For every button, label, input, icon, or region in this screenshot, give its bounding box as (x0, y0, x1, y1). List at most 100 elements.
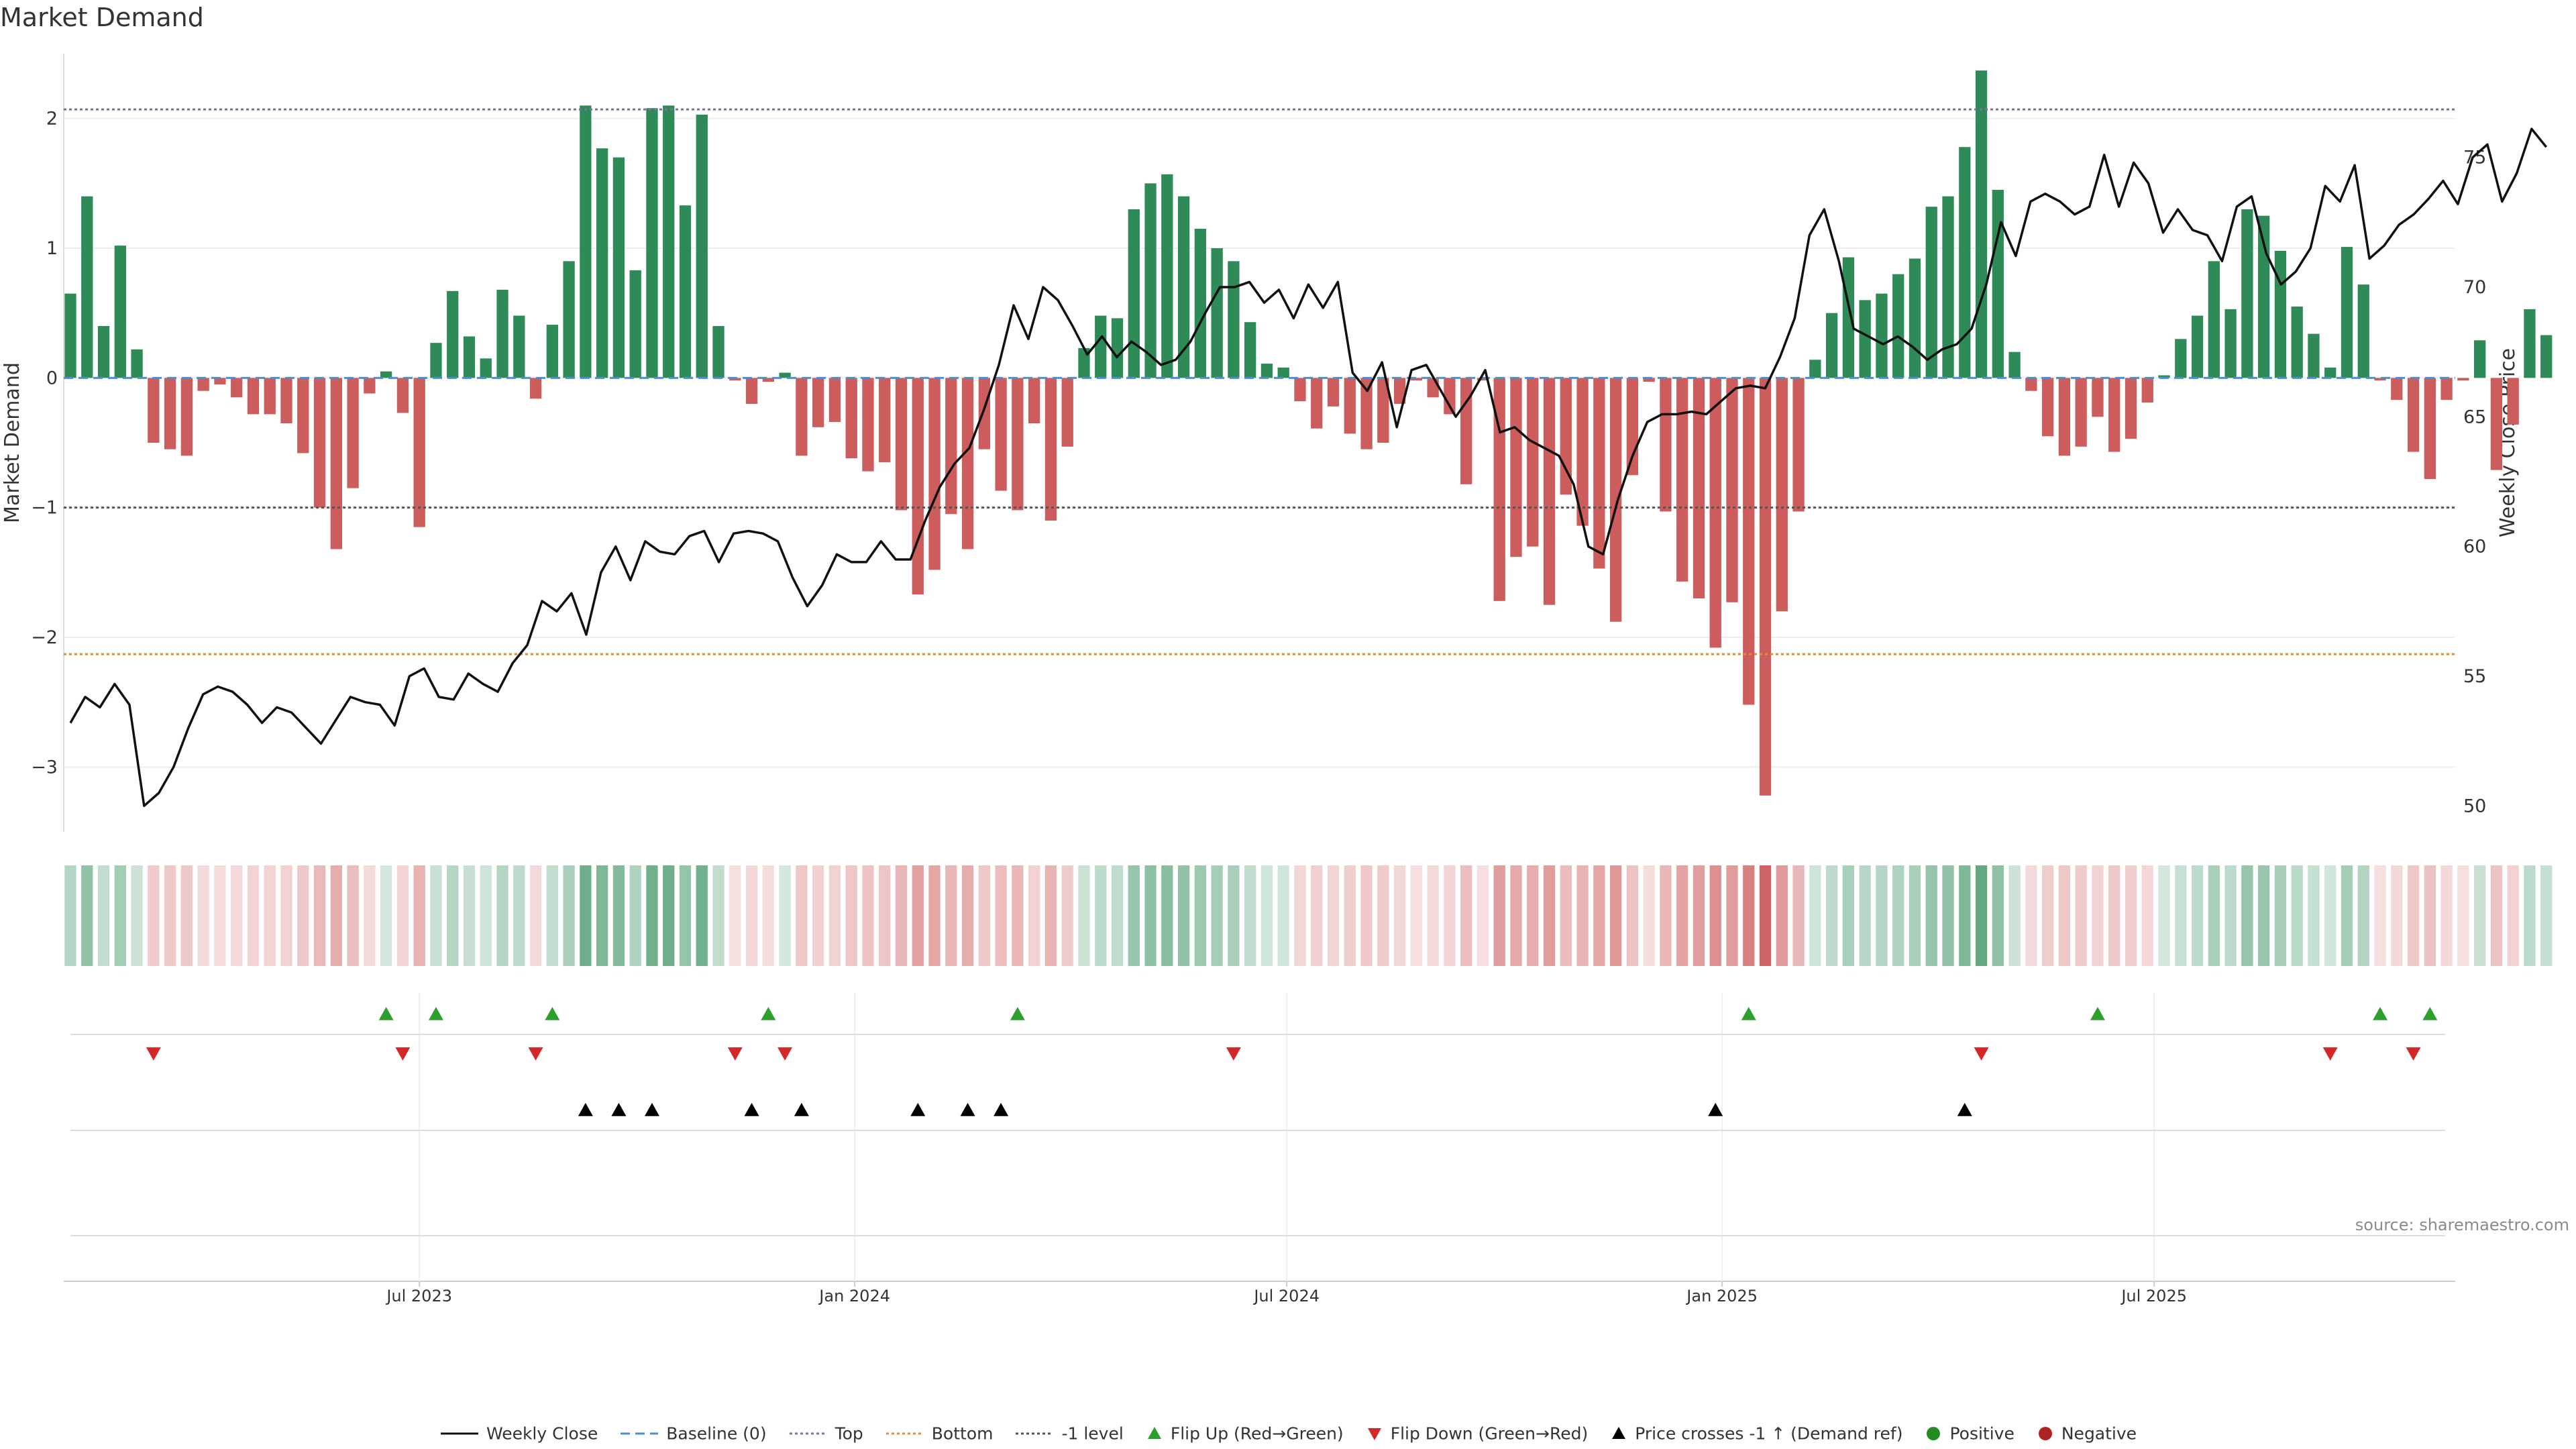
heat-cell (961, 865, 974, 966)
heat-cell (1211, 865, 1223, 966)
flip-up-marker (2373, 1007, 2388, 1020)
heat-cell (2158, 865, 2170, 966)
demand-bar (1493, 378, 1505, 601)
heat-cell (729, 865, 741, 966)
heat-cell (2440, 865, 2453, 966)
heat-cell (1111, 865, 1124, 966)
heat-cell (928, 865, 941, 966)
heat-cell (513, 865, 525, 966)
heat-cell (2175, 865, 2187, 966)
demand-bar (2075, 378, 2087, 447)
demand-bar (1311, 378, 1323, 429)
legend-swatch (1367, 1428, 1381, 1440)
demand-bar (2507, 378, 2519, 425)
demand-bar (928, 378, 941, 570)
demand-bar (513, 315, 525, 378)
heat-cell (330, 865, 342, 966)
demand-bar (2457, 378, 2469, 381)
heat-cell (978, 865, 990, 966)
heat-cell (1194, 865, 1207, 966)
demand-bar (1859, 300, 1871, 378)
flip-up-marker (378, 1007, 394, 1020)
heat-cell (580, 865, 592, 966)
demand-bar (2224, 309, 2237, 378)
legend-label: Flip Up (Red→Green) (1170, 1424, 1344, 1444)
heat-cell (2041, 865, 2054, 966)
demand-bar (1776, 378, 1788, 612)
heat-cell (2540, 865, 2553, 966)
heat-cell (529, 865, 542, 966)
demand-bar (313, 378, 326, 508)
demand-bar (1709, 378, 1721, 648)
demand-bar (2524, 309, 2536, 378)
demand-bar (895, 378, 908, 511)
demand-bar (2357, 284, 2369, 378)
legend-swatch (1147, 1426, 1161, 1439)
heat-cell (2025, 865, 2037, 966)
demand-bar (1028, 378, 1040, 423)
heat-cell (447, 865, 459, 966)
flip-down-marker (528, 1047, 543, 1061)
heat-cell (463, 865, 476, 966)
demand-bar (280, 378, 292, 423)
legend-label: Positive (1949, 1424, 2015, 1444)
demand-bar (180, 378, 193, 456)
heat-cell (1311, 865, 1323, 966)
heat-cell (1876, 865, 1888, 966)
heat-cell (895, 865, 908, 966)
heat-cell (1128, 865, 1140, 966)
heat-cell (214, 865, 226, 966)
heat-cell (1144, 865, 1157, 966)
heat-cell (1028, 865, 1040, 966)
heat-cell (1693, 865, 1705, 966)
demand-bar (1111, 318, 1124, 378)
demand-bar (430, 343, 442, 378)
heat-cell (1360, 865, 1373, 966)
demand-bar (2274, 250, 2287, 378)
heat-cell (2524, 865, 2536, 966)
demand-bar (2092, 378, 2104, 417)
heat-cell (1925, 865, 1937, 966)
heat-cell (1776, 865, 1788, 966)
heat-cell (563, 865, 575, 966)
flip-up-marker (2422, 1007, 2438, 1020)
right-tick-label: 75 (2463, 148, 2486, 168)
heat-cell (1959, 865, 1971, 966)
heat-cell (1012, 865, 1024, 966)
heat-cell (1510, 865, 1522, 966)
heat-cell (2341, 865, 2353, 966)
heat-cell (596, 865, 608, 966)
demand-bar (812, 378, 824, 427)
demand-bar (81, 196, 93, 378)
demand-bar (1825, 313, 1838, 378)
demand-bar (1161, 174, 1173, 378)
heat-cell (1327, 865, 1340, 966)
heat-cell (2490, 865, 2503, 966)
demand-bar (1975, 70, 1988, 378)
demand-bar (231, 378, 243, 398)
heat-cell (2357, 865, 2369, 966)
heat-cell (1609, 865, 1622, 966)
heat-cell (1992, 865, 2004, 966)
demand-bar (1460, 378, 1472, 484)
demand-bar (696, 114, 708, 378)
heat-cell (496, 865, 508, 966)
legend-item-flip-up: Flip Up (Red→Green) (1145, 1423, 1344, 1444)
demand-bar (663, 105, 675, 378)
heat-cell (546, 865, 558, 966)
flip-up-marker (2090, 1007, 2105, 1020)
date-tick-label: Jul 2025 (2120, 1287, 2187, 1305)
heat-cell (1676, 865, 1688, 966)
demand-bar (1012, 378, 1024, 511)
heat-cell (430, 865, 442, 966)
heat-cell (845, 865, 857, 966)
heat-cell (912, 865, 924, 966)
demand-bar (828, 378, 841, 423)
legend-swatch (1927, 1426, 1941, 1440)
cross-up-marker (1708, 1103, 1723, 1116)
heat-cell (2075, 865, 2087, 966)
demand-bar (1842, 257, 1855, 378)
flip-down-marker (1226, 1047, 1241, 1061)
right-tick-label: 60 (2463, 537, 2486, 557)
right-tick-label: 65 (2463, 407, 2486, 427)
